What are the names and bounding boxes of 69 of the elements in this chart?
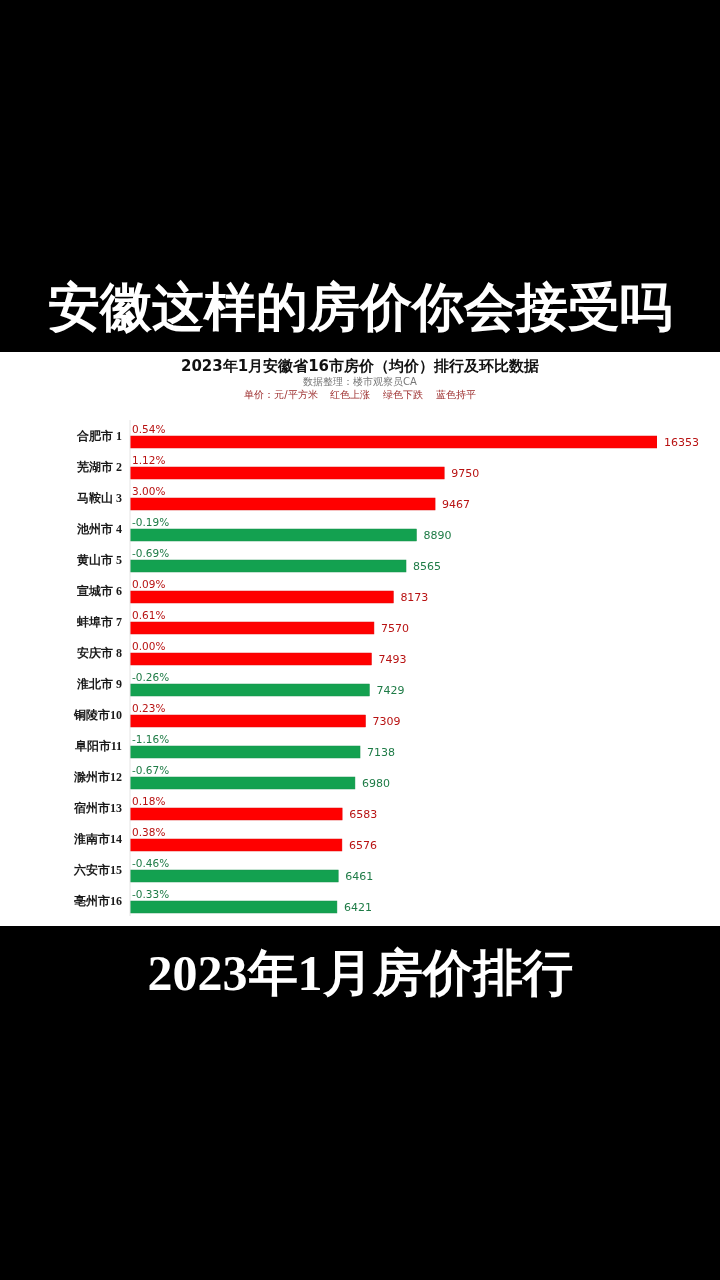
data-label: 7309	[372, 714, 401, 728]
data-label: 7138	[367, 745, 396, 759]
data-label: 8173	[400, 590, 429, 604]
bar	[130, 466, 445, 480]
bar	[130, 528, 417, 542]
y-tick-label: 淮北市 9	[76, 676, 122, 691]
annotation: 0.00%	[132, 640, 166, 652]
bar	[130, 807, 343, 821]
bar	[130, 869, 339, 883]
bar	[130, 435, 657, 449]
data-label: 7493	[378, 652, 407, 666]
data-label: 8890	[423, 528, 452, 542]
annotation: -0.26%	[132, 671, 170, 683]
y-tick-label: 池州市 4	[76, 521, 122, 536]
data-label: 9750	[451, 466, 480, 480]
y-tick-label: 淮南市14	[73, 831, 122, 846]
y-tick-label: 铜陵市10	[73, 707, 122, 722]
bar	[130, 497, 436, 511]
annotation: 3.00%	[132, 485, 166, 497]
annotation: -0.69%	[132, 547, 170, 559]
y-tick-label: 芜湖市 2	[76, 459, 122, 474]
y-tick-label: 阜阳市11	[73, 738, 122, 753]
data-label: 7429	[376, 683, 405, 697]
data-label: 7570	[380, 621, 409, 635]
annotation: 0.38%	[132, 826, 166, 838]
y-tick-label: 宿州市13	[73, 800, 122, 815]
bar	[130, 559, 407, 573]
annotation: 0.54%	[132, 423, 166, 435]
bar	[130, 590, 394, 604]
y-tick-label: 安庆市 8	[77, 645, 122, 660]
data-label: 8565	[413, 559, 442, 573]
text: 单价：元/平方米 红色上涨 绿色下跌 蓝色持平	[243, 388, 477, 401]
text: 2023年1月房价排行	[146, 944, 574, 1003]
data-label: 6583	[349, 807, 378, 821]
annotation: 0.18%	[132, 795, 166, 807]
bar	[130, 714, 366, 728]
y-tick-label: 蚌埠市 7	[76, 614, 122, 629]
y-tick-label: 宣城市 6	[77, 583, 122, 598]
annotation: 0.09%	[132, 578, 166, 590]
data-label: 6576	[348, 838, 377, 852]
text: 安徽这样的房价你会接受吗	[47, 276, 673, 339]
chart-subtitle: 数据整理：楼市观察员CA	[302, 375, 418, 388]
data-label: 16353	[664, 435, 699, 449]
data-label: 6980	[361, 776, 390, 790]
data-label: 6461	[345, 869, 374, 883]
annotation: -0.33%	[132, 888, 170, 900]
annotation: -1.16%	[132, 733, 170, 745]
y-tick-label: 马鞍山 3	[77, 490, 122, 505]
bar	[130, 745, 361, 759]
chart-title: 2023年1月安徽省16市房价（均价）排行及环比数据	[179, 356, 541, 376]
annotation: 0.23%	[132, 702, 166, 714]
bar	[130, 776, 356, 790]
annotation: 0.61%	[132, 609, 166, 621]
y-tick-label: 合肥市 1	[76, 428, 122, 443]
y-tick-label: 六安市15	[73, 862, 122, 877]
annotation: -0.67%	[132, 764, 170, 776]
y-tick-label: 亳州市16	[74, 893, 122, 908]
bar	[130, 652, 372, 666]
bar	[130, 621, 375, 635]
bar	[130, 900, 338, 914]
y-tick-label: 黄山市 5	[76, 552, 122, 567]
bar	[130, 838, 343, 852]
annotation: 1.12%	[132, 454, 166, 466]
annotation: -0.46%	[132, 857, 170, 869]
y-tick-label: 滁州市12	[73, 769, 122, 784]
bar	[130, 683, 370, 697]
data-label: 9467	[442, 497, 471, 511]
data-label: 6421	[343, 900, 372, 914]
annotation: -0.19%	[132, 516, 170, 528]
